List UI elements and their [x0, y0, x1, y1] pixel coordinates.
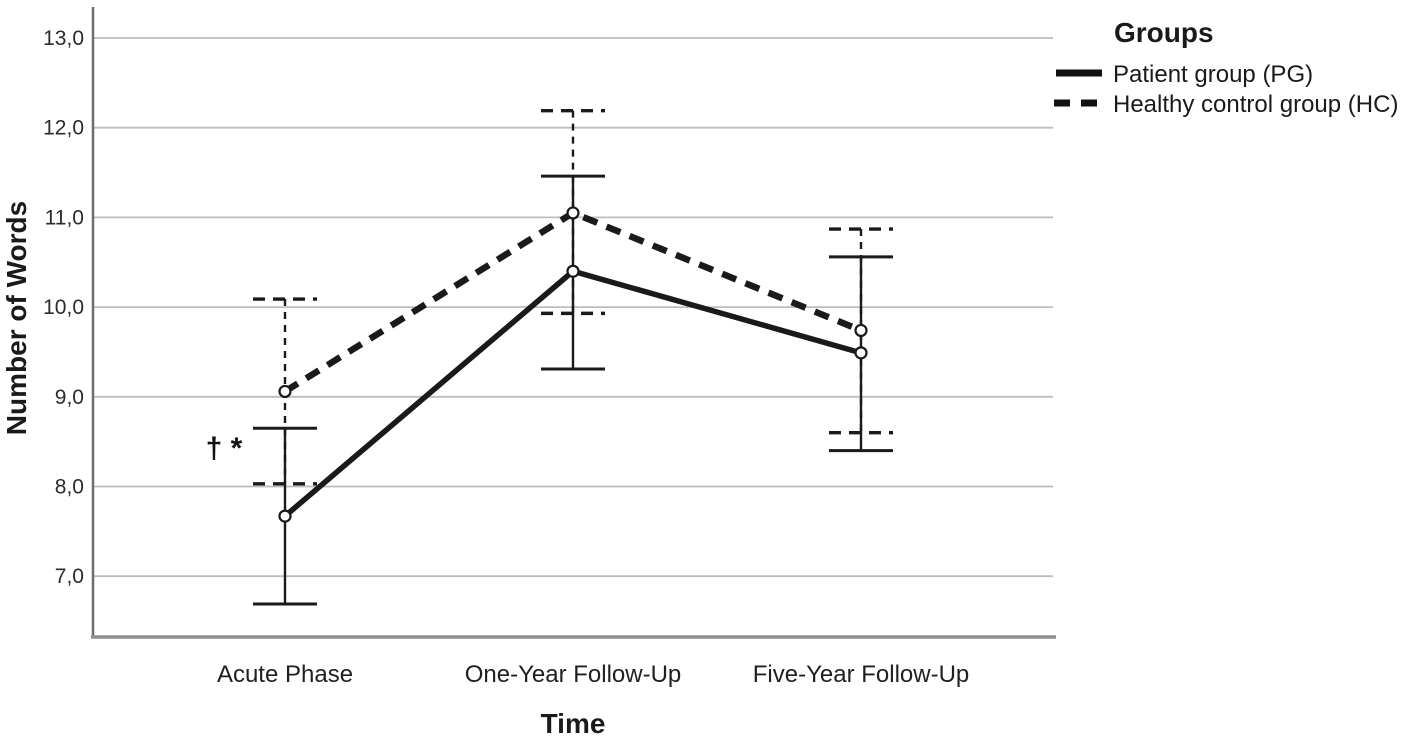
legend-title: Groups [1114, 17, 1214, 48]
pg-mean-marker [566, 264, 580, 278]
pg-mean-marker [278, 509, 292, 523]
y-tick-label: 11,0 [45, 206, 84, 229]
y-tick-label: 12,0 [43, 117, 84, 140]
x-category-label: Five-Year Follow-Up [753, 661, 970, 688]
x-axis-title: Time [541, 708, 606, 739]
legend-entry-patient-group: Patient group (PG) [1113, 61, 1313, 88]
y-tick-label: 7,0 [55, 565, 84, 588]
y-tick-label: 8,0 [55, 476, 84, 499]
y-tick-label: 13,0 [43, 27, 84, 50]
legend-entry-healthy-control-group: Healthy control group (HC) [1113, 91, 1398, 118]
legend: Groups Patient group (PG) Healthy contro… [1054, 17, 1398, 118]
y-axis-title: Number of Words [1, 201, 32, 435]
hc-mean-marker [278, 384, 292, 399]
x-category-label: Acute Phase [217, 661, 353, 688]
y-tick-label: 10,0 [43, 296, 84, 319]
y-tick-label: 9,0 [55, 386, 84, 409]
plot-area: 13,0 12,0 11,0 10,0 9,0 8,0 7,0 Acute Phase One-… [43, 7, 1056, 688]
x-category-label: One-Year Follow-Up [465, 661, 682, 688]
pg-mean-marker [854, 346, 868, 360]
hc-mean-marker [566, 206, 580, 220]
significance-annotation: † * [206, 432, 243, 465]
hc-mean-marker [854, 323, 868, 338]
